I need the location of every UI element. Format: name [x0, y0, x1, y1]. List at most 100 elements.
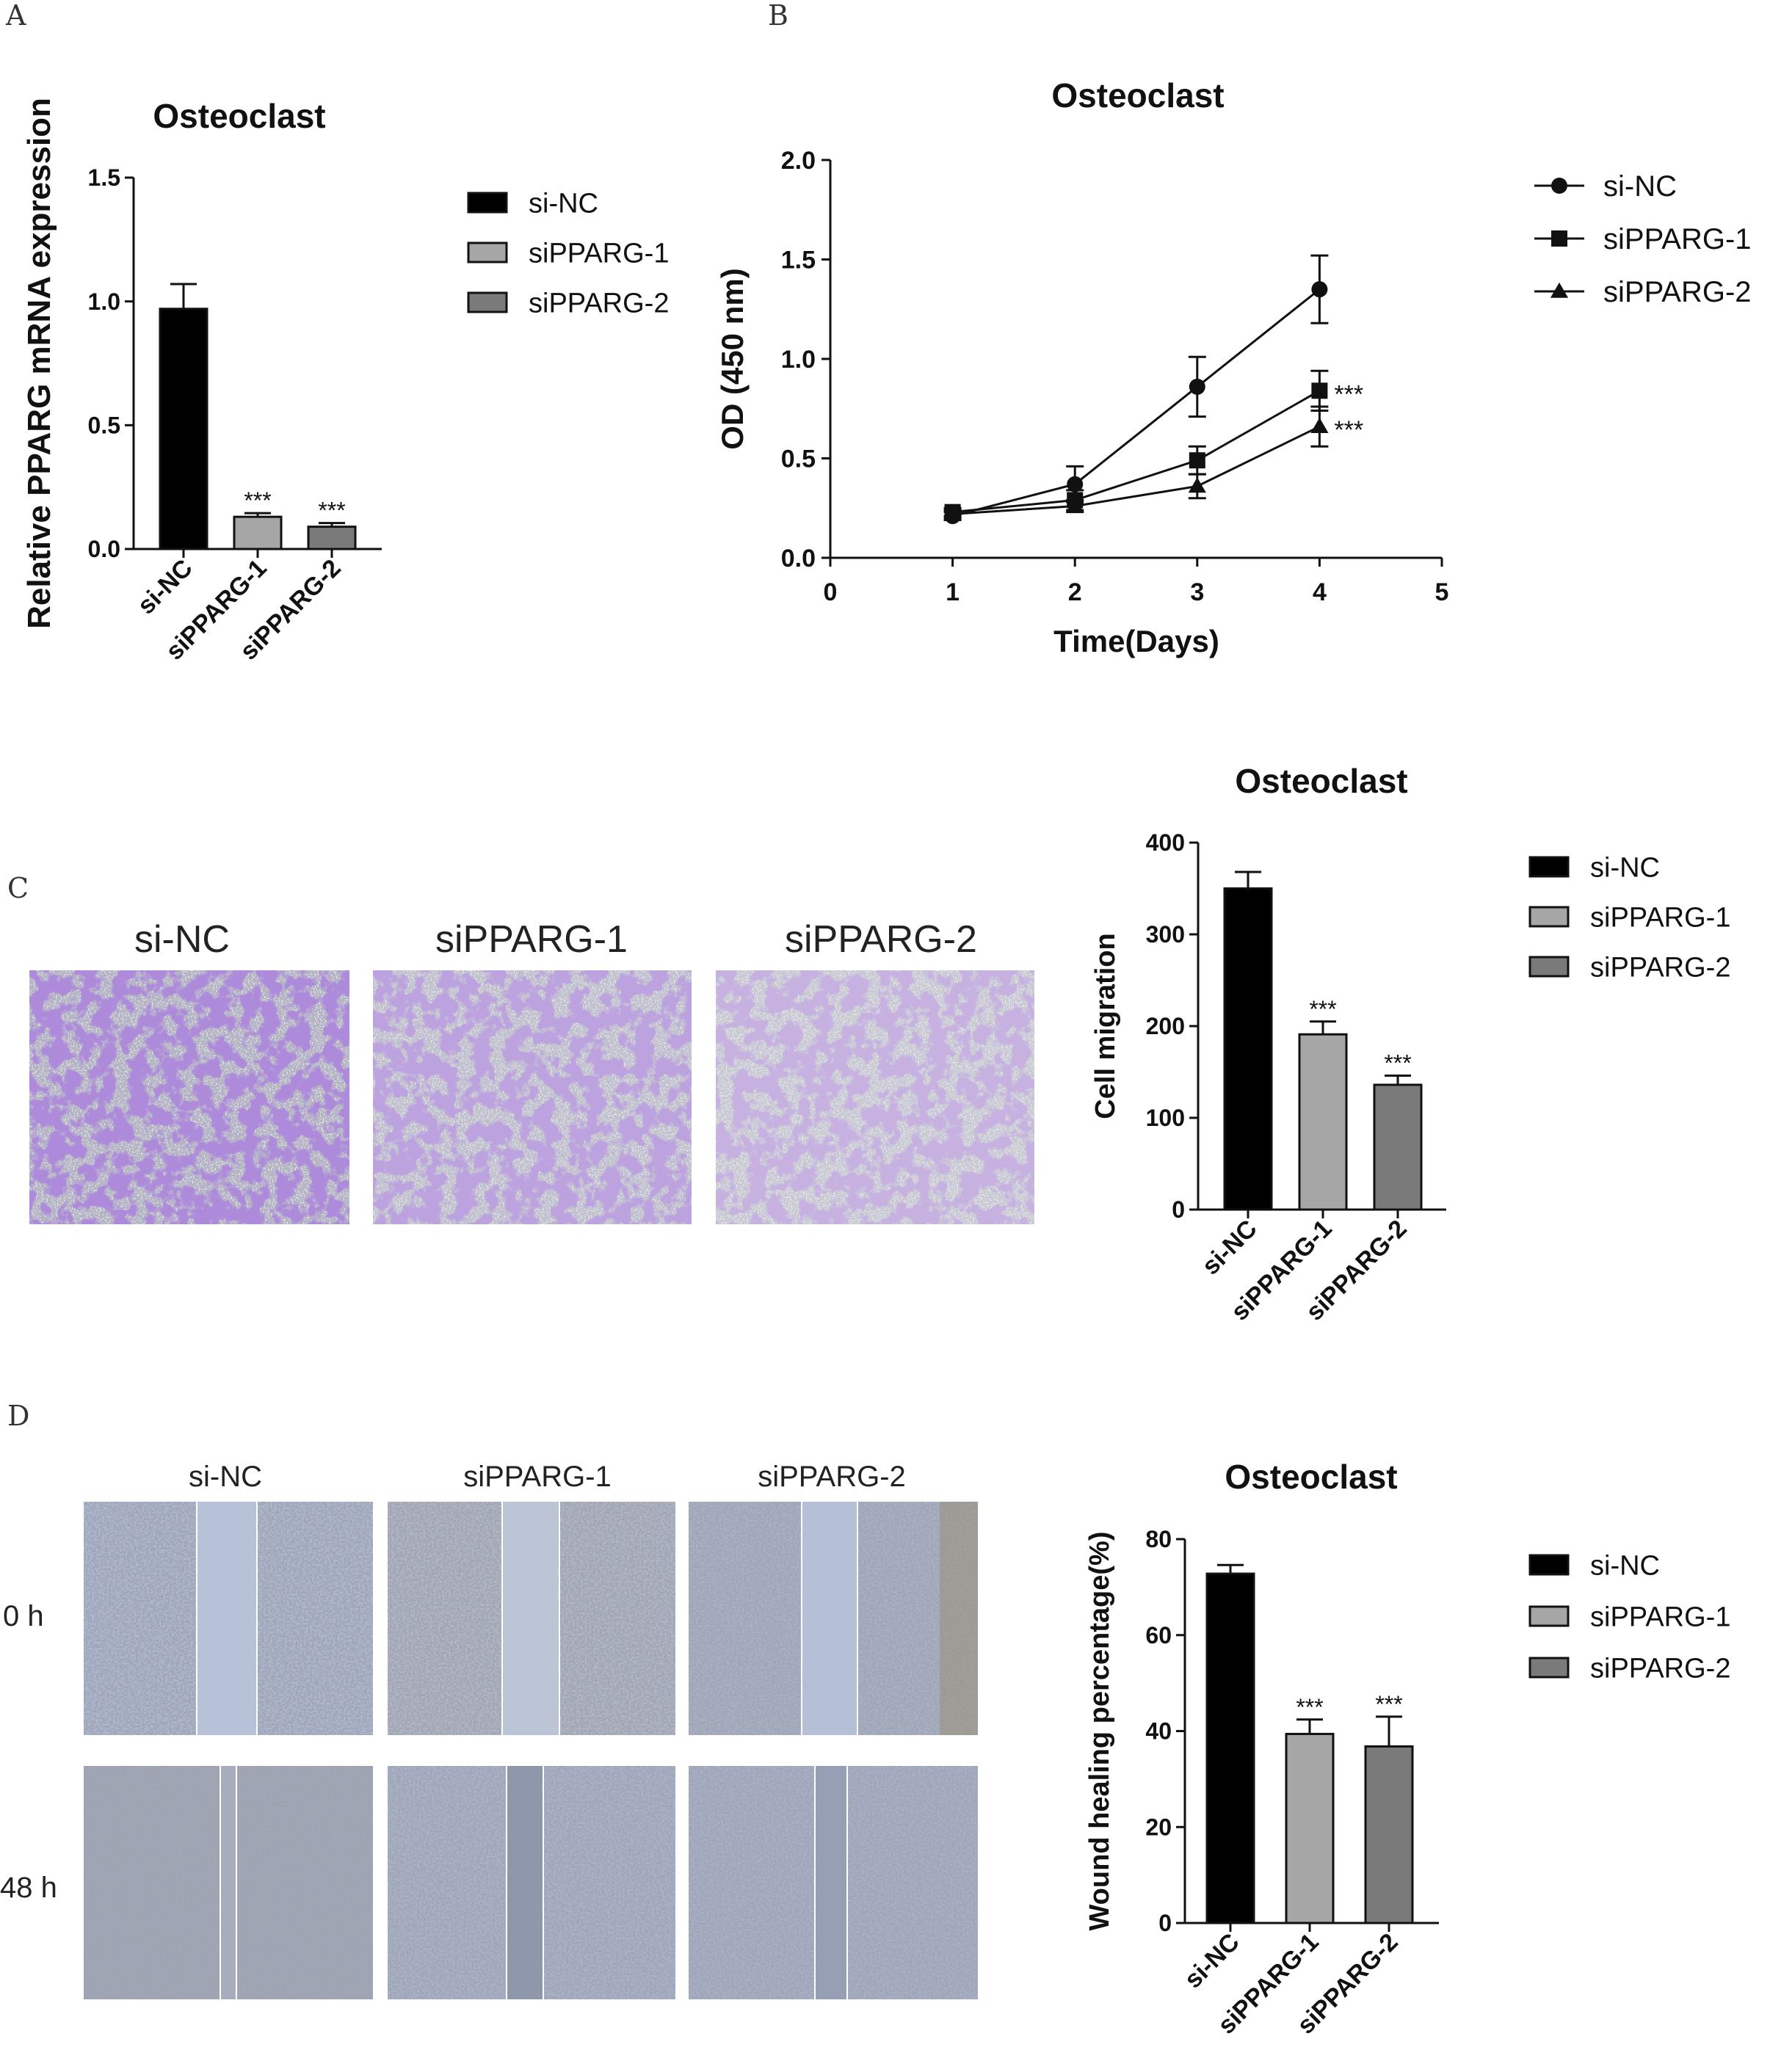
transwell-image-si-nc: [29, 970, 349, 1224]
x-tick-label: 5: [1435, 578, 1449, 606]
point-siPPARG-2: [943, 505, 962, 521]
wound-row-label-48h: 48 h: [0, 1872, 57, 1904]
bar-si-NC: [1223, 887, 1273, 1211]
legend-label: si-NC: [1590, 852, 1660, 883]
point-siPPARG-1: [1189, 452, 1205, 469]
significance-mark: ***: [1309, 996, 1336, 1022]
y-tick-label: 0.0: [781, 545, 816, 572]
significance-mark: ***: [1296, 1694, 1323, 1720]
legend-label: siPPARG-1: [1590, 1602, 1730, 1632]
chart-title: Osteoclast: [1235, 762, 1407, 800]
point-si-NC: [1189, 378, 1205, 395]
legend-swatch-siPPARG-1: [1528, 906, 1570, 928]
y-axis-label: Wound healing percentage(%): [1084, 1531, 1115, 1930]
legend-swatch-si-NC: [467, 192, 508, 214]
point-siPPARG-2: [1310, 418, 1329, 433]
panel-letter-a: A: [5, 0, 26, 32]
series-line-siPPARG-1: [952, 390, 1321, 514]
legend-marker-si-NC: [1551, 178, 1567, 194]
significance-mark: ***: [244, 487, 271, 514]
y-tick-label: 1.0: [88, 288, 120, 315]
legend-label: siPPARG-1: [1590, 902, 1730, 933]
y-tick-label: 1.0: [781, 346, 816, 374]
bar-si-NC: [1205, 1572, 1255, 1924]
image-label-c-2: siPPARG-1: [435, 918, 628, 961]
x-axis-label: Time(Days): [1053, 624, 1219, 658]
y-tick-label: 1.5: [88, 164, 120, 191]
legend-label: si-NC: [1603, 170, 1677, 203]
significance-mark: ***: [1334, 380, 1363, 408]
panel-letter-d: D: [7, 1400, 29, 1432]
y-tick-label: 0.5: [781, 446, 816, 473]
y-axis-label: OD (450 nm): [715, 268, 750, 449]
significance-mark: ***: [1334, 416, 1363, 444]
y-tick-label: 0.5: [88, 412, 120, 439]
legend-label: siPPARG-1: [1603, 223, 1752, 255]
x-tick-label: si-NC: [1197, 1215, 1263, 1281]
legend-swatch-si-NC: [1528, 856, 1570, 878]
y-tick-label: 0.0: [88, 536, 120, 562]
y-tick-label: 400: [1146, 829, 1185, 856]
point-si-NC: [1067, 476, 1084, 492]
bar-siPPARG-2: [307, 526, 357, 550]
wound-image-si-nc-48h: [84, 1766, 373, 1999]
legend-label: siPPARG-2: [1590, 1653, 1730, 1684]
legend-swatch-siPPARG-2: [1528, 956, 1570, 978]
bar-siPPARG-1: [233, 515, 283, 550]
y-tick-label: 300: [1146, 921, 1185, 948]
significance-mark: ***: [1375, 1691, 1402, 1717]
chart-title: Osteoclast: [1225, 1458, 1397, 1496]
x-tick-label: 0: [824, 578, 838, 606]
transwell-images: si-NC siPPARG-1 siPPARG-2: [29, 918, 1034, 1224]
x-tick-label: 1: [946, 578, 960, 606]
legend-label: siPPARG-1: [529, 238, 669, 269]
y-tick-label: 0: [1172, 1196, 1185, 1223]
wound-image-sippar-2-0h: [689, 1502, 978, 1735]
chart-title: Osteoclast: [1051, 76, 1224, 114]
point-siPPARG-2: [1188, 477, 1206, 493]
x-tick-label: 2: [1068, 578, 1082, 606]
y-tick-label: 100: [1146, 1105, 1185, 1131]
wound-row-label-0h: 0 h: [3, 1600, 44, 1632]
image-label-c-3: siPPARG-2: [785, 918, 977, 961]
legend-swatch-siPPARG-2: [467, 291, 508, 313]
chart-c-cell-migration: Osteoclast Cell migration 0 100 200 300 400 si-…: [1090, 762, 1730, 1326]
series-line-siPPARG-2: [952, 425, 1321, 515]
legend-swatch-siPPARG-1: [467, 241, 508, 263]
chart-d-wound-healing: Osteoclast Wound healing percentage(%) 0 20…: [1084, 1458, 1730, 2040]
y-tick-label: 2.0: [781, 147, 816, 175]
point-siPPARG-2: [1066, 497, 1084, 513]
series-line-si-NC: [952, 288, 1321, 517]
legend-label: siPPARG-2: [1603, 276, 1752, 308]
y-axis-label: Cell migration: [1090, 933, 1121, 1119]
panel-letter-c: C: [7, 872, 29, 904]
bar-siPPARG-2: [1364, 1745, 1414, 1924]
y-tick-label: 200: [1146, 1013, 1185, 1039]
y-tick-label: 60: [1145, 1622, 1172, 1648]
x-tick-label: 3: [1190, 578, 1204, 606]
wound-image-sippar-1-0h: [388, 1502, 675, 1735]
legend-marker-siPPARG-1: [1551, 230, 1567, 247]
wound-image-si-nc-0h: [84, 1502, 373, 1735]
legend-swatch-siPPARG-1: [1528, 1605, 1570, 1627]
significance-mark: ***: [1384, 1050, 1411, 1077]
legend-swatch-si-NC: [1528, 1554, 1570, 1576]
y-tick-label: 20: [1145, 1814, 1172, 1840]
x-tick-label: si-NC: [132, 554, 198, 620]
wound-image-sippar-1-48h: [388, 1766, 675, 1999]
chart-a-relative-pparg-expression: Osteoclast Relative PPARG mRNA expression…: [21, 97, 669, 666]
y-tick-label: 40: [1145, 1718, 1172, 1745]
y-axis-label: Relative PPARG mRNA expression: [21, 98, 57, 629]
wound-col-label-2: siPPARG-1: [463, 1461, 612, 1493]
wound-image-sippar-2-48h: [689, 1766, 978, 1999]
legend-swatch-siPPARG-2: [1528, 1657, 1570, 1679]
legend-label: si-NC: [529, 188, 598, 219]
transwell-image-sippar-2: [716, 970, 1034, 1224]
x-tick-label: si-NC: [1179, 1928, 1245, 1994]
legend-label: si-NC: [1590, 1550, 1660, 1581]
wound-col-label-1: si-NC: [189, 1461, 262, 1493]
bar-siPPARG-1: [1285, 1732, 1335, 1924]
wound-images: si-NC siPPARG-1 siPPARG-2 0 h 48 h: [0, 1461, 978, 1999]
chart-title: Osteoclast: [153, 97, 325, 135]
y-tick-label: 80: [1145, 1526, 1172, 1552]
